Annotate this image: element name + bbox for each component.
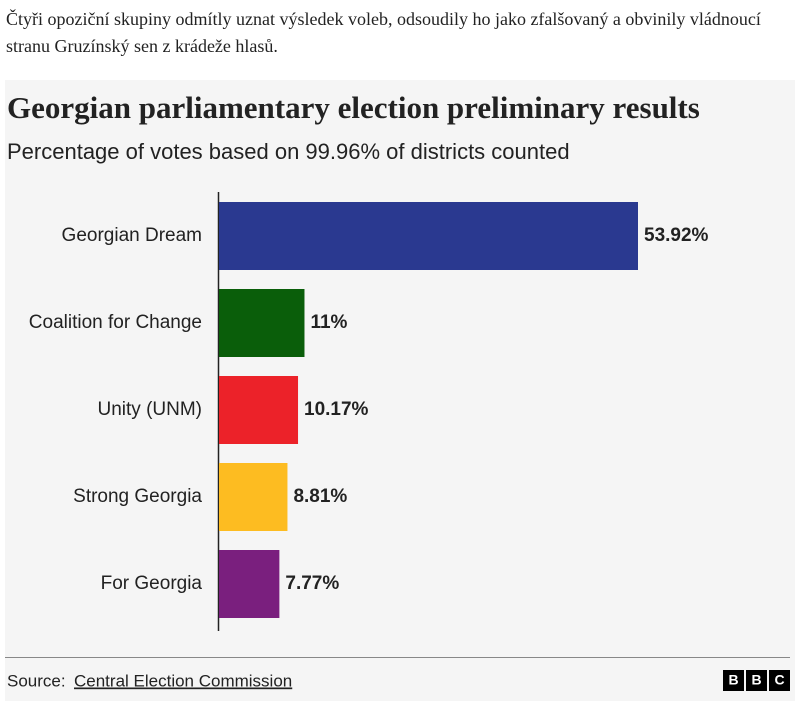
category-label: Georgian Dream: [62, 225, 202, 246]
category-label: Coalition for Change: [29, 312, 202, 333]
chart-subtitle: Percentage of votes based on 99.96% of d…: [7, 139, 570, 164]
value-label: 53.92%: [644, 225, 709, 246]
bar: [219, 289, 305, 357]
logo-letter: B: [751, 672, 761, 688]
logo-box: [723, 670, 744, 691]
logo-letter: C: [774, 672, 784, 688]
bar: [219, 550, 280, 618]
value-label: 11%: [310, 312, 347, 333]
chart-title: Georgian parliamentary election prelimin…: [7, 90, 700, 125]
logo-letter: B: [728, 672, 738, 688]
source-link[interactable]: Central Election Commission: [74, 671, 292, 690]
value-label: 10.17%: [304, 399, 369, 420]
bar: [219, 202, 638, 270]
chart-background: [5, 80, 795, 701]
bar: [219, 463, 288, 531]
bar: [219, 376, 299, 444]
logo-box: [769, 670, 790, 691]
source-label: Source:: [7, 671, 66, 690]
article-paragraph: Čtyři opoziční skupiny odmítly uznat výs…: [6, 9, 761, 56]
value-label: 7.77%: [285, 573, 339, 594]
value-label: 8.81%: [293, 486, 347, 507]
logo-box: [746, 670, 767, 691]
category-label: Strong Georgia: [73, 486, 202, 507]
category-label: For Georgia: [101, 573, 203, 594]
category-label: Unity (UNM): [98, 399, 203, 420]
